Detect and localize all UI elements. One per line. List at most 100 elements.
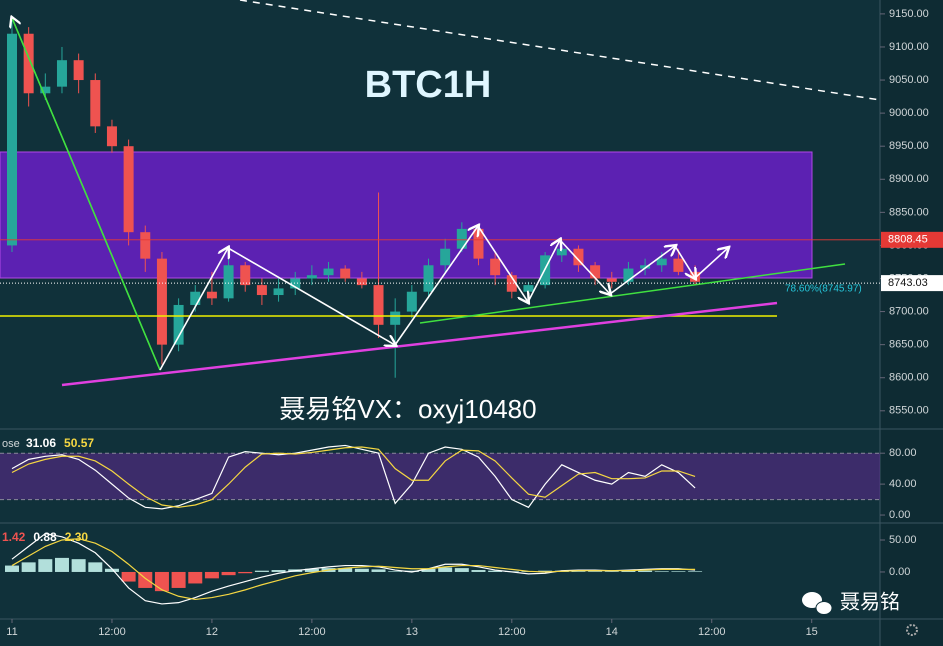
histogram-bar (371, 569, 386, 572)
histogram-bar (688, 571, 703, 572)
x-tick-label: 12:00 (98, 626, 126, 638)
dashed-trendline (239, 0, 881, 101)
histogram-bar (304, 568, 319, 572)
y-tick-label: 8650.00 (889, 339, 929, 351)
y-tick-label: 9050.00 (889, 74, 929, 86)
indicator-line (11, 538, 696, 601)
y-tick-label: 8700.00 (889, 305, 929, 317)
candle-body (73, 60, 84, 81)
candle-body (173, 304, 184, 345)
watermark: 聂易铭 (840, 590, 900, 613)
candle-body (6, 33, 17, 246)
y-tick-label: 40.00 (889, 478, 917, 490)
histogram-bar (671, 571, 686, 572)
candle-body (673, 258, 684, 272)
candle-body (256, 285, 267, 296)
histogram-bar (21, 562, 36, 572)
histogram-bar (38, 559, 53, 572)
path-arrows (159, 226, 728, 371)
x-tick-label: 13 (406, 626, 418, 638)
y-tick-label: 0.00 (889, 566, 910, 578)
histogram-bar (438, 567, 453, 572)
green-arrow-head (12, 18, 161, 371)
candle-body (423, 265, 434, 292)
candle-body (573, 248, 584, 266)
candle-body (590, 265, 601, 279)
histogram-bar (354, 568, 369, 572)
candle-body (140, 232, 151, 259)
chart-title: BTC1H (365, 64, 492, 106)
x-tick-label: 12:00 (698, 626, 726, 638)
histogram-bar (421, 568, 436, 572)
histogram-bar (121, 571, 136, 582)
y-tick-label: 8550.00 (889, 405, 929, 417)
histogram-bar (571, 571, 586, 572)
x-tick-label: 15 (806, 626, 818, 638)
y-tick-label: 8850.00 (889, 206, 929, 218)
histogram-bar (638, 570, 653, 572)
histogram-bar (388, 571, 403, 572)
x-tick-label: 12 (206, 626, 218, 638)
candle-body (40, 86, 51, 94)
histogram-bar (171, 571, 186, 588)
histogram-bar (254, 570, 269, 572)
price-tag-label: 8743.03 (888, 277, 928, 289)
histogram-bar (271, 570, 286, 572)
indicator-name: ose (2, 438, 20, 450)
settings-icon[interactable] (906, 624, 918, 636)
histogram-bar (454, 568, 469, 572)
candle-body (406, 291, 417, 312)
zone-box (0, 151, 813, 279)
histogram-bar (54, 557, 69, 572)
candle-body (623, 268, 634, 282)
candle-body (206, 291, 217, 299)
histogram-bar (604, 571, 619, 572)
price-tag (881, 231, 943, 248)
candle-body (323, 268, 334, 276)
x-tick-label: 14 (606, 626, 618, 638)
histogram-bar (538, 570, 553, 572)
candle-body (606, 278, 617, 282)
candle-body (106, 126, 117, 147)
histogram-bar (221, 571, 236, 576)
x-tick-label: 11 (6, 626, 17, 638)
candle-body (506, 275, 517, 292)
histogram-bar (621, 570, 636, 572)
candle-body (456, 228, 467, 249)
candle-body (123, 146, 134, 233)
y-tick-label: 9100.00 (889, 41, 929, 53)
green-trendline (419, 263, 846, 324)
candle-body (373, 285, 384, 325)
histogram-bar (471, 570, 486, 572)
axis-bg (880, 0, 943, 646)
histogram-bar (588, 571, 603, 572)
candle-body (356, 278, 367, 286)
candle-body (490, 258, 501, 276)
histogram-bar (404, 570, 419, 572)
x-tick-label: 12:00 (298, 626, 326, 638)
y-tick-label: 50.00 (889, 534, 917, 546)
indicator-line (11, 446, 696, 508)
candle-body (390, 311, 401, 325)
readout: 0.88 (33, 530, 57, 544)
signature: 聂易铭VX：oxyj10480 (279, 394, 536, 424)
histogram-bar (4, 565, 19, 572)
readout: 50.57 (64, 436, 94, 450)
histogram-bar (238, 571, 253, 574)
y-tick-label: 0.00 (889, 509, 910, 521)
histogram-bar (104, 568, 119, 572)
histogram-bar (338, 568, 353, 572)
candle-body (656, 258, 667, 266)
readout: 2.30 (65, 530, 89, 544)
candle-body (640, 265, 651, 269)
price-tag (881, 275, 943, 292)
histogram-bar (488, 570, 503, 572)
candle-body (556, 248, 567, 256)
candle-body (223, 265, 234, 299)
candle-body (240, 265, 251, 286)
x-tick-label: 12:00 (498, 626, 526, 638)
candle-body (290, 278, 301, 289)
price-tag-label: 8808.45 (888, 234, 928, 246)
pink-trendline (61, 301, 778, 387)
